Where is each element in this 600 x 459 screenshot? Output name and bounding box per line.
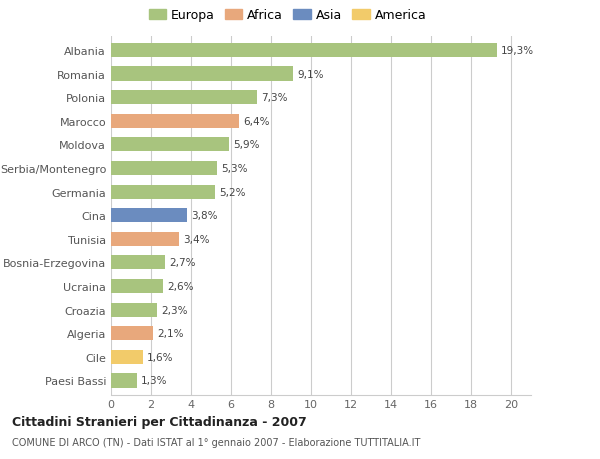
Text: 2,6%: 2,6%: [167, 281, 193, 291]
Text: COMUNE DI ARCO (TN) - Dati ISTAT al 1° gennaio 2007 - Elaborazione TUTTITALIA.IT: COMUNE DI ARCO (TN) - Dati ISTAT al 1° g…: [12, 437, 421, 447]
Text: 6,4%: 6,4%: [243, 117, 269, 127]
Bar: [111, 326, 153, 341]
Text: 5,3%: 5,3%: [221, 163, 248, 174]
Text: 19,3%: 19,3%: [501, 46, 534, 56]
Text: 9,1%: 9,1%: [297, 69, 323, 79]
Text: 1,6%: 1,6%: [147, 352, 173, 362]
Bar: [111, 138, 229, 152]
Text: 3,8%: 3,8%: [191, 211, 218, 221]
Text: 2,3%: 2,3%: [161, 305, 187, 315]
Text: 5,2%: 5,2%: [219, 187, 245, 197]
Bar: [111, 350, 143, 364]
Text: 2,7%: 2,7%: [169, 258, 196, 268]
Bar: [111, 44, 497, 58]
Bar: [111, 162, 217, 176]
Text: 3,4%: 3,4%: [183, 234, 209, 244]
Bar: [111, 67, 293, 81]
Text: 5,9%: 5,9%: [233, 140, 260, 150]
Bar: [111, 374, 137, 388]
Text: Cittadini Stranieri per Cittadinanza - 2007: Cittadini Stranieri per Cittadinanza - 2…: [12, 415, 307, 428]
Bar: [111, 280, 163, 293]
Bar: [111, 209, 187, 223]
Bar: [111, 185, 215, 199]
Text: 2,1%: 2,1%: [157, 329, 184, 338]
Text: 7,3%: 7,3%: [261, 93, 287, 103]
Bar: [111, 232, 179, 246]
Bar: [111, 91, 257, 105]
Text: 1,3%: 1,3%: [141, 375, 167, 386]
Bar: [111, 303, 157, 317]
Bar: [111, 114, 239, 129]
Bar: [111, 256, 165, 270]
Legend: Europa, Africa, Asia, America: Europa, Africa, Asia, America: [149, 9, 426, 22]
